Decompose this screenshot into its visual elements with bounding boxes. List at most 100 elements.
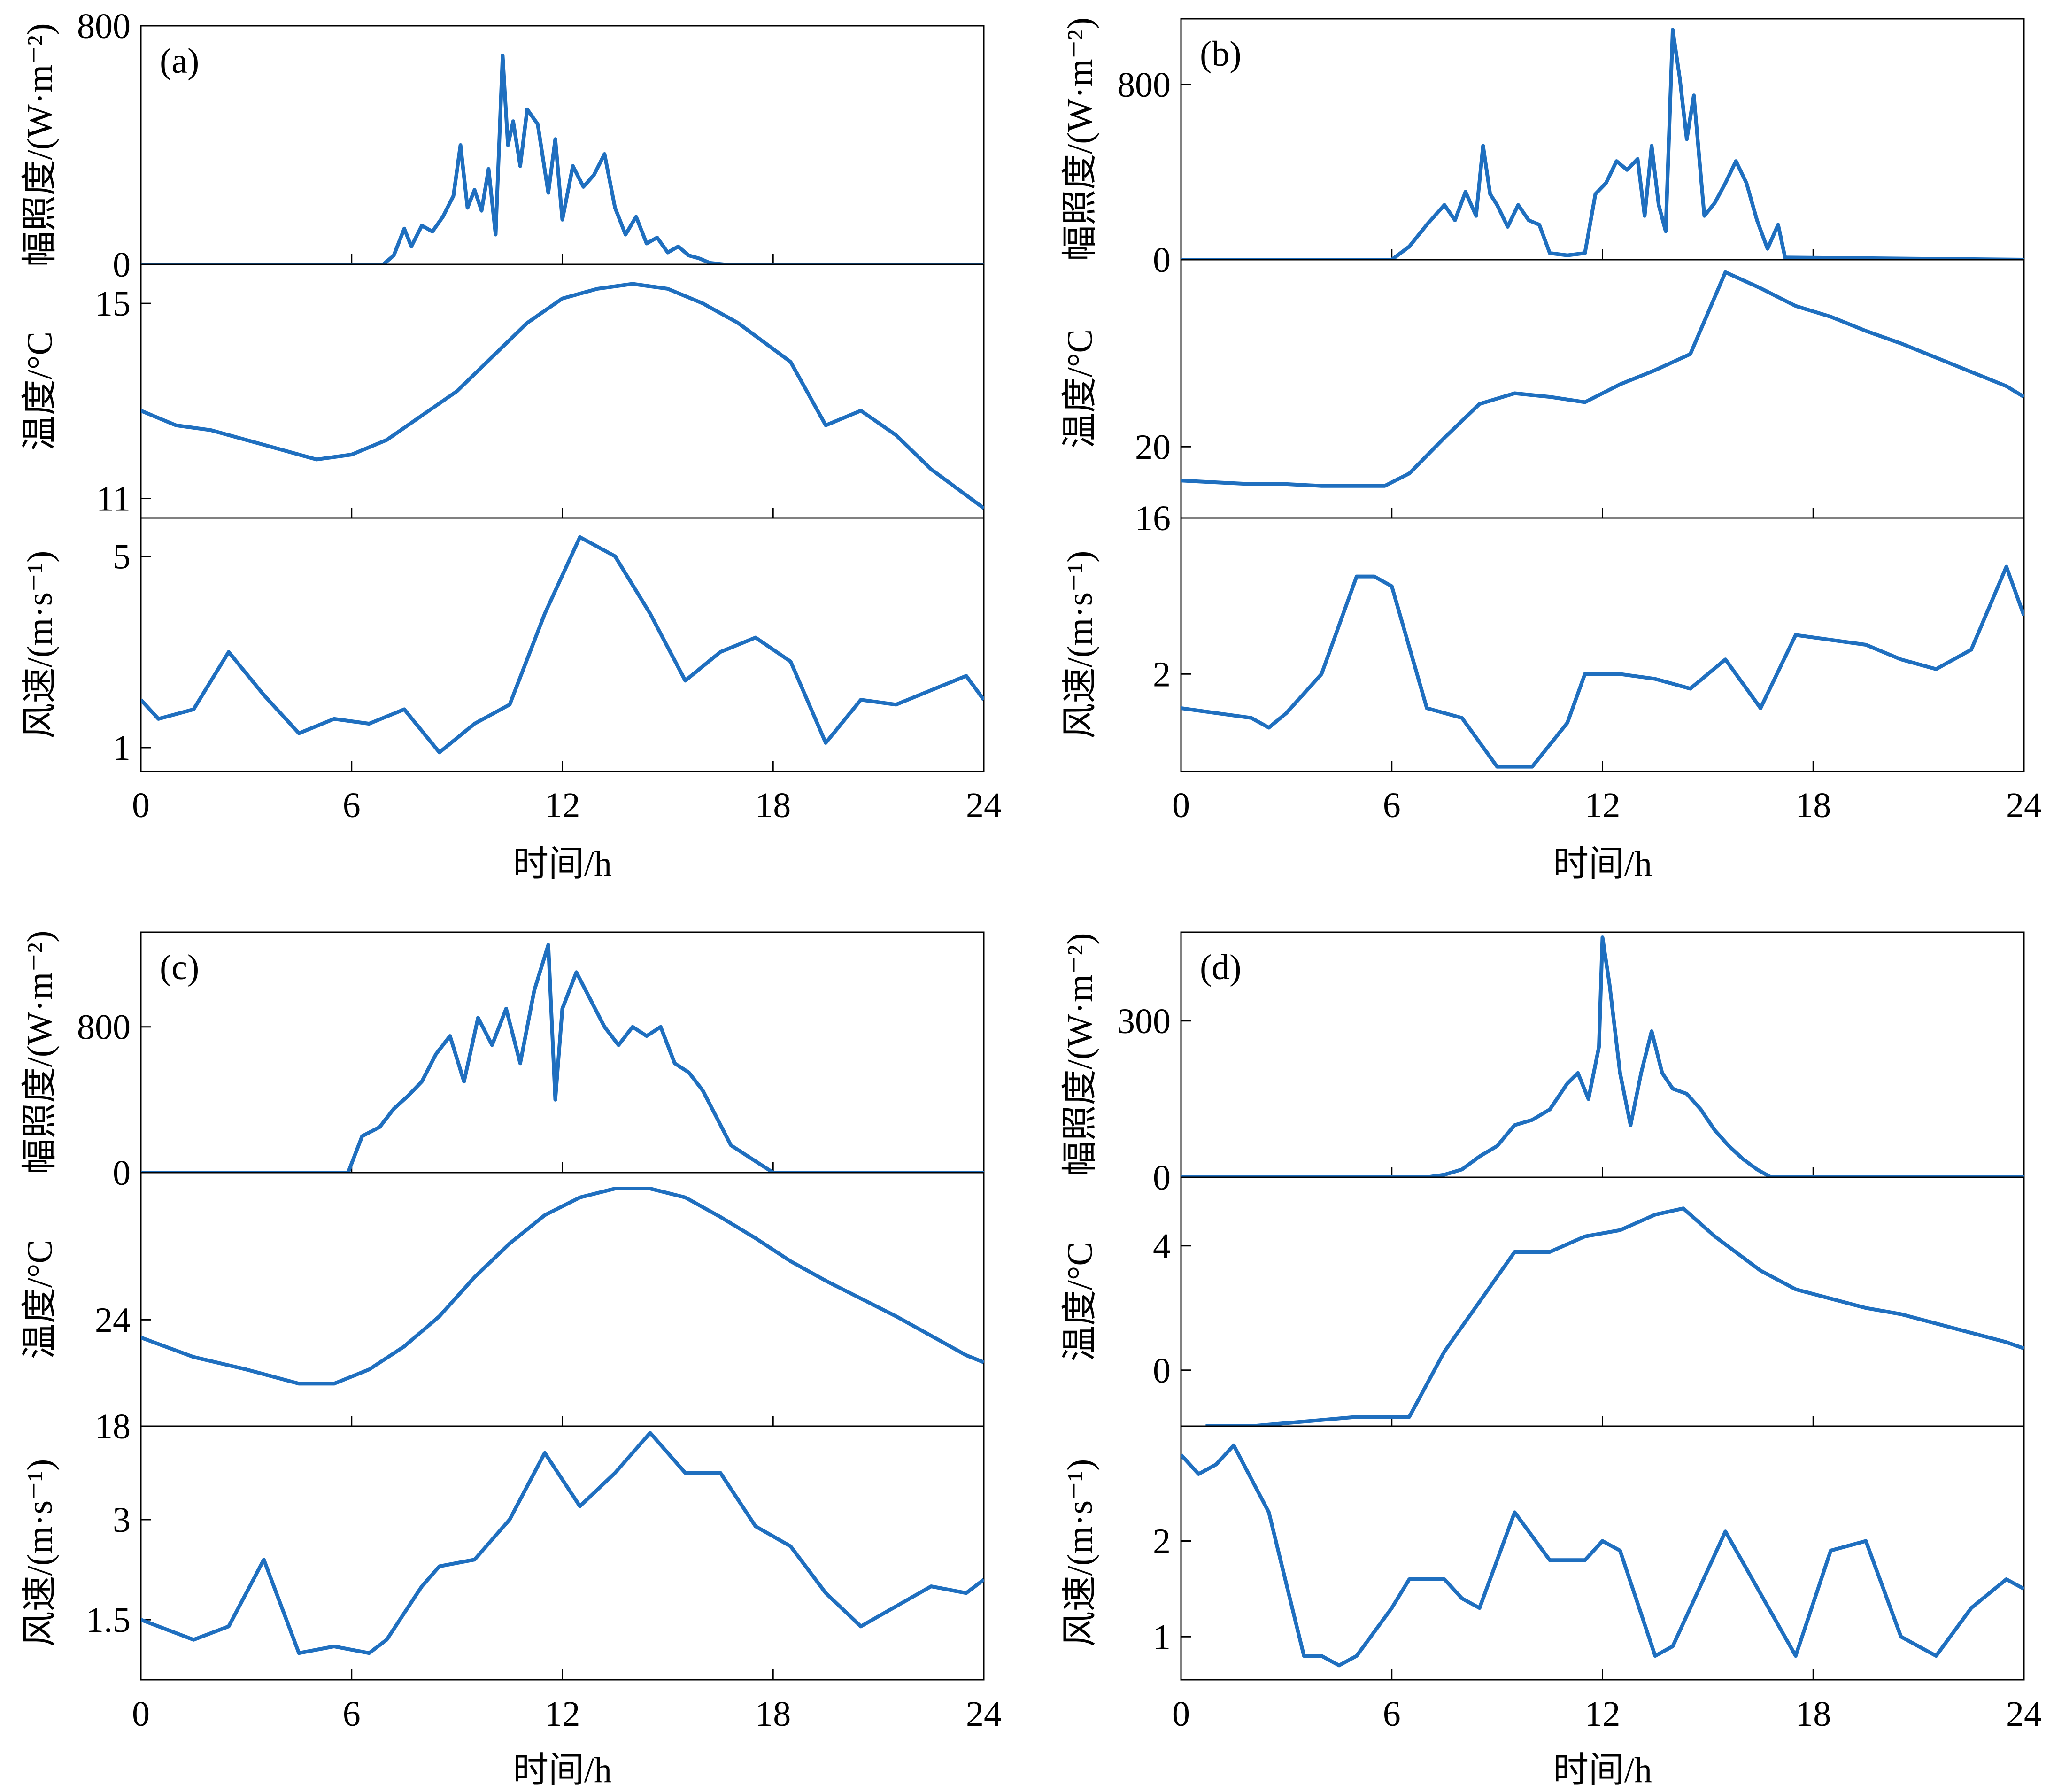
panel-c: 0 800 幅照度/(W·m⁻²) 18 24 温度/°C 1.5 3 风速/(m·s⁻¹) (c… — [20, 931, 1002, 1790]
x-tick-label: 12 — [545, 1694, 580, 1734]
y-tick-label: 0 — [1153, 1351, 1171, 1390]
y-tick-label: 11 — [96, 479, 131, 518]
axes-frame — [140, 1425, 985, 1681]
wind-series-line — [141, 1431, 984, 1655]
x-tick-label: 12 — [545, 786, 580, 825]
x-tick-label: 6 — [1383, 786, 1401, 825]
y-tick-label: 15 — [95, 284, 131, 324]
panel-b: 0 800 幅照度/(W·m⁻²) 16 20 温度/°C 2 风速/(m·s⁻¹) (b) 0 6… — [1060, 17, 2042, 884]
x-axis-label: 时间/h — [1553, 1751, 1652, 1790]
x-tick-label: 6 — [343, 786, 361, 825]
y-tick-label: 5 — [113, 537, 131, 577]
temperature-axis-label: 温度/°C — [1060, 1242, 1100, 1361]
y-tick-label: 1 — [113, 728, 131, 768]
x-axis-label: 时间/h — [513, 844, 612, 884]
x-tick-label: 0 — [132, 1694, 150, 1734]
wind-axis-label: 风速/(m·s⁻¹) — [20, 551, 60, 739]
temperature-axis-label: 温度/°C — [1060, 329, 1100, 448]
y-tick-label: 300 — [1117, 1002, 1171, 1041]
x-tick-label: 18 — [1795, 1694, 1831, 1734]
y-tick-label: 2 — [1153, 1522, 1171, 1561]
temperature-axis-label: 温度/°C — [20, 1240, 60, 1359]
y-tick-label: 0 — [113, 1153, 131, 1193]
y-tick-label: 0 — [1153, 240, 1171, 280]
temperature-subplot: 18 24 温度/°C — [20, 1172, 985, 1446]
irradiance-axis-label: 幅照度/(W·m⁻²) — [1060, 933, 1100, 1177]
x-axis-label: 时间/h — [1553, 844, 1652, 884]
axes-frame — [1180, 18, 2025, 261]
wind-axis-label: 风速/(m·s⁻¹) — [20, 1459, 60, 1647]
wind-subplot: 1 5 风速/(m·s⁻¹) — [20, 517, 985, 772]
y-tick-label: 800 — [1117, 65, 1171, 105]
y-tick-label: 2 — [1153, 655, 1171, 694]
panel-a: 0800幅照度/(W·m⁻²)1115温度/°C15风速/(m·s⁻¹)(a)0… — [20, 7, 1002, 884]
panel-label: (d) — [1200, 948, 1242, 987]
x-tick-label: 18 — [755, 1694, 791, 1734]
x-tick-label: 24 — [2006, 786, 2042, 825]
y-tick-label: 20 — [1135, 427, 1171, 467]
x-tick-label: 18 — [1795, 786, 1831, 825]
y-tick-label: 0 — [1153, 1158, 1171, 1197]
y-tick-label: 24 — [95, 1300, 131, 1340]
x-tick-label: 24 — [2006, 1694, 2042, 1734]
wind-subplot: 1 2 风速/(m·s⁻¹) — [1060, 1425, 2025, 1681]
y-tick-label: 1.5 — [86, 1600, 131, 1640]
temperature-subplot: 16 20 温度/°C — [1060, 259, 2025, 538]
temperature-subplot: 11 15 温度/°C — [20, 263, 985, 519]
axes-frame — [140, 25, 985, 265]
x-tick-label: 24 — [966, 786, 1002, 825]
irradiance-axis-label: 幅照度/(W·m⁻²) — [20, 23, 60, 267]
temperature-series-line — [1205, 1206, 2024, 1426]
x-tick-label: 6 — [1383, 1694, 1401, 1734]
axes-frame — [140, 517, 985, 772]
y-tick-label: 0 — [113, 245, 131, 285]
axes-frame — [140, 931, 985, 1174]
axes-frame — [140, 263, 985, 519]
y-tick-label: 1 — [1153, 1617, 1171, 1657]
irradiance-axis-label: 幅照度/(W·m⁻²) — [20, 931, 60, 1174]
irradiance-series-line — [1181, 28, 2024, 260]
irradiance-series-line — [1181, 935, 2024, 1177]
y-tick-label: 4 — [1153, 1227, 1171, 1266]
y-tick-label: 3 — [113, 1500, 131, 1540]
panel-label: (b) — [1200, 34, 1242, 74]
x-tick-label: 0 — [1172, 786, 1190, 825]
irradiance-series-line — [141, 943, 984, 1173]
temperature-series-line — [141, 282, 984, 510]
wind-series-line — [141, 535, 984, 755]
x-tick-label: 0 — [132, 786, 150, 825]
x-tick-label: 24 — [966, 1694, 1002, 1734]
irradiance-axis-label: 幅照度/(W·m⁻²) — [1060, 17, 1100, 261]
wind-axis-label: 风速/(m·s⁻¹) — [1060, 1459, 1100, 1647]
irradiance-subplot: 0 300 幅照度/(W·m⁻²) — [1060, 931, 2025, 1197]
axes-frame — [1180, 259, 2025, 519]
temperature-series-line — [141, 1187, 984, 1386]
panel-label: (c) — [160, 948, 199, 987]
temperature-series-line — [1181, 270, 2024, 488]
axes-frame — [1180, 517, 2025, 772]
wind-subplot: 2 风速/(m·s⁻¹) — [1060, 517, 2025, 772]
y-tick-label: 16 — [1135, 499, 1171, 538]
x-tick-label: 0 — [1172, 1694, 1190, 1734]
irradiance-series-line — [141, 54, 984, 264]
panel-label: (a) — [160, 41, 199, 81]
y-tick-label: 800 — [77, 1008, 131, 1047]
axes-frame — [1180, 1425, 2025, 1681]
x-axis-label: 时间/h — [513, 1751, 612, 1790]
axes-frame — [140, 1172, 985, 1427]
x-tick-label: 12 — [1585, 1694, 1621, 1734]
y-tick-label: 800 — [77, 7, 131, 46]
temperature-subplot: 0 4 温度/°C — [1060, 1176, 2025, 1427]
x-tick-label: 6 — [343, 1694, 361, 1734]
temperature-axis-label: 温度/°C — [20, 332, 60, 451]
wind-axis-label: 风速/(m·s⁻¹) — [1060, 551, 1100, 739]
axes-frame — [1180, 1176, 2025, 1427]
x-tick-label: 18 — [755, 786, 791, 825]
wind-series-line — [1181, 1443, 2024, 1668]
y-tick-label: 18 — [95, 1407, 131, 1446]
wind-subplot: 1.5 3 风速/(m·s⁻¹) — [20, 1425, 985, 1681]
wind-series-line — [1181, 564, 2024, 769]
x-tick-label: 12 — [1585, 786, 1621, 825]
